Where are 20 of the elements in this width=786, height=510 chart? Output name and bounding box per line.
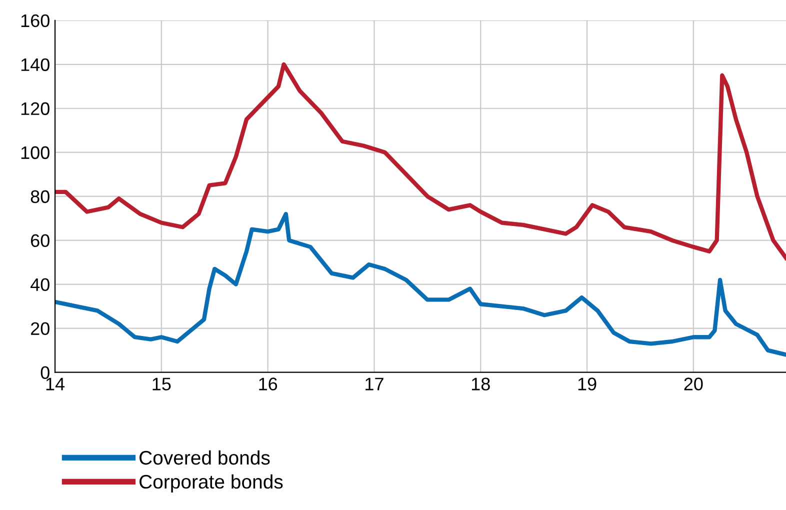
line-series — [55, 62, 786, 260]
legend-label: Corporate bonds — [140, 474, 283, 492]
y-tick-label: 20 — [30, 322, 50, 336]
line-series — [55, 212, 786, 357]
legend-label: Covered bonds — [140, 450, 270, 465]
y-tick-label: 160 — [21, 14, 50, 28]
x-tick-label: 14 — [46, 378, 65, 390]
y-tick-label: 120 — [21, 102, 50, 116]
x-tick-label: 18 — [472, 378, 490, 390]
y-tick-label: 140 — [21, 58, 50, 72]
y-tick-label: 0 — [40, 366, 50, 380]
y-tick-label: 40 — [30, 278, 50, 292]
x-tick-label: 15 — [152, 378, 171, 390]
x-tick-label: 17 — [366, 378, 384, 390]
y-tick-label: 60 — [30, 234, 50, 248]
y-tick-label: 80 — [30, 190, 50, 204]
y-tick-label: 100 — [21, 146, 50, 160]
x-tick-label: 16 — [259, 378, 278, 390]
x-tick-label: 19 — [578, 378, 596, 390]
x-tick-label: 20 — [684, 378, 703, 390]
